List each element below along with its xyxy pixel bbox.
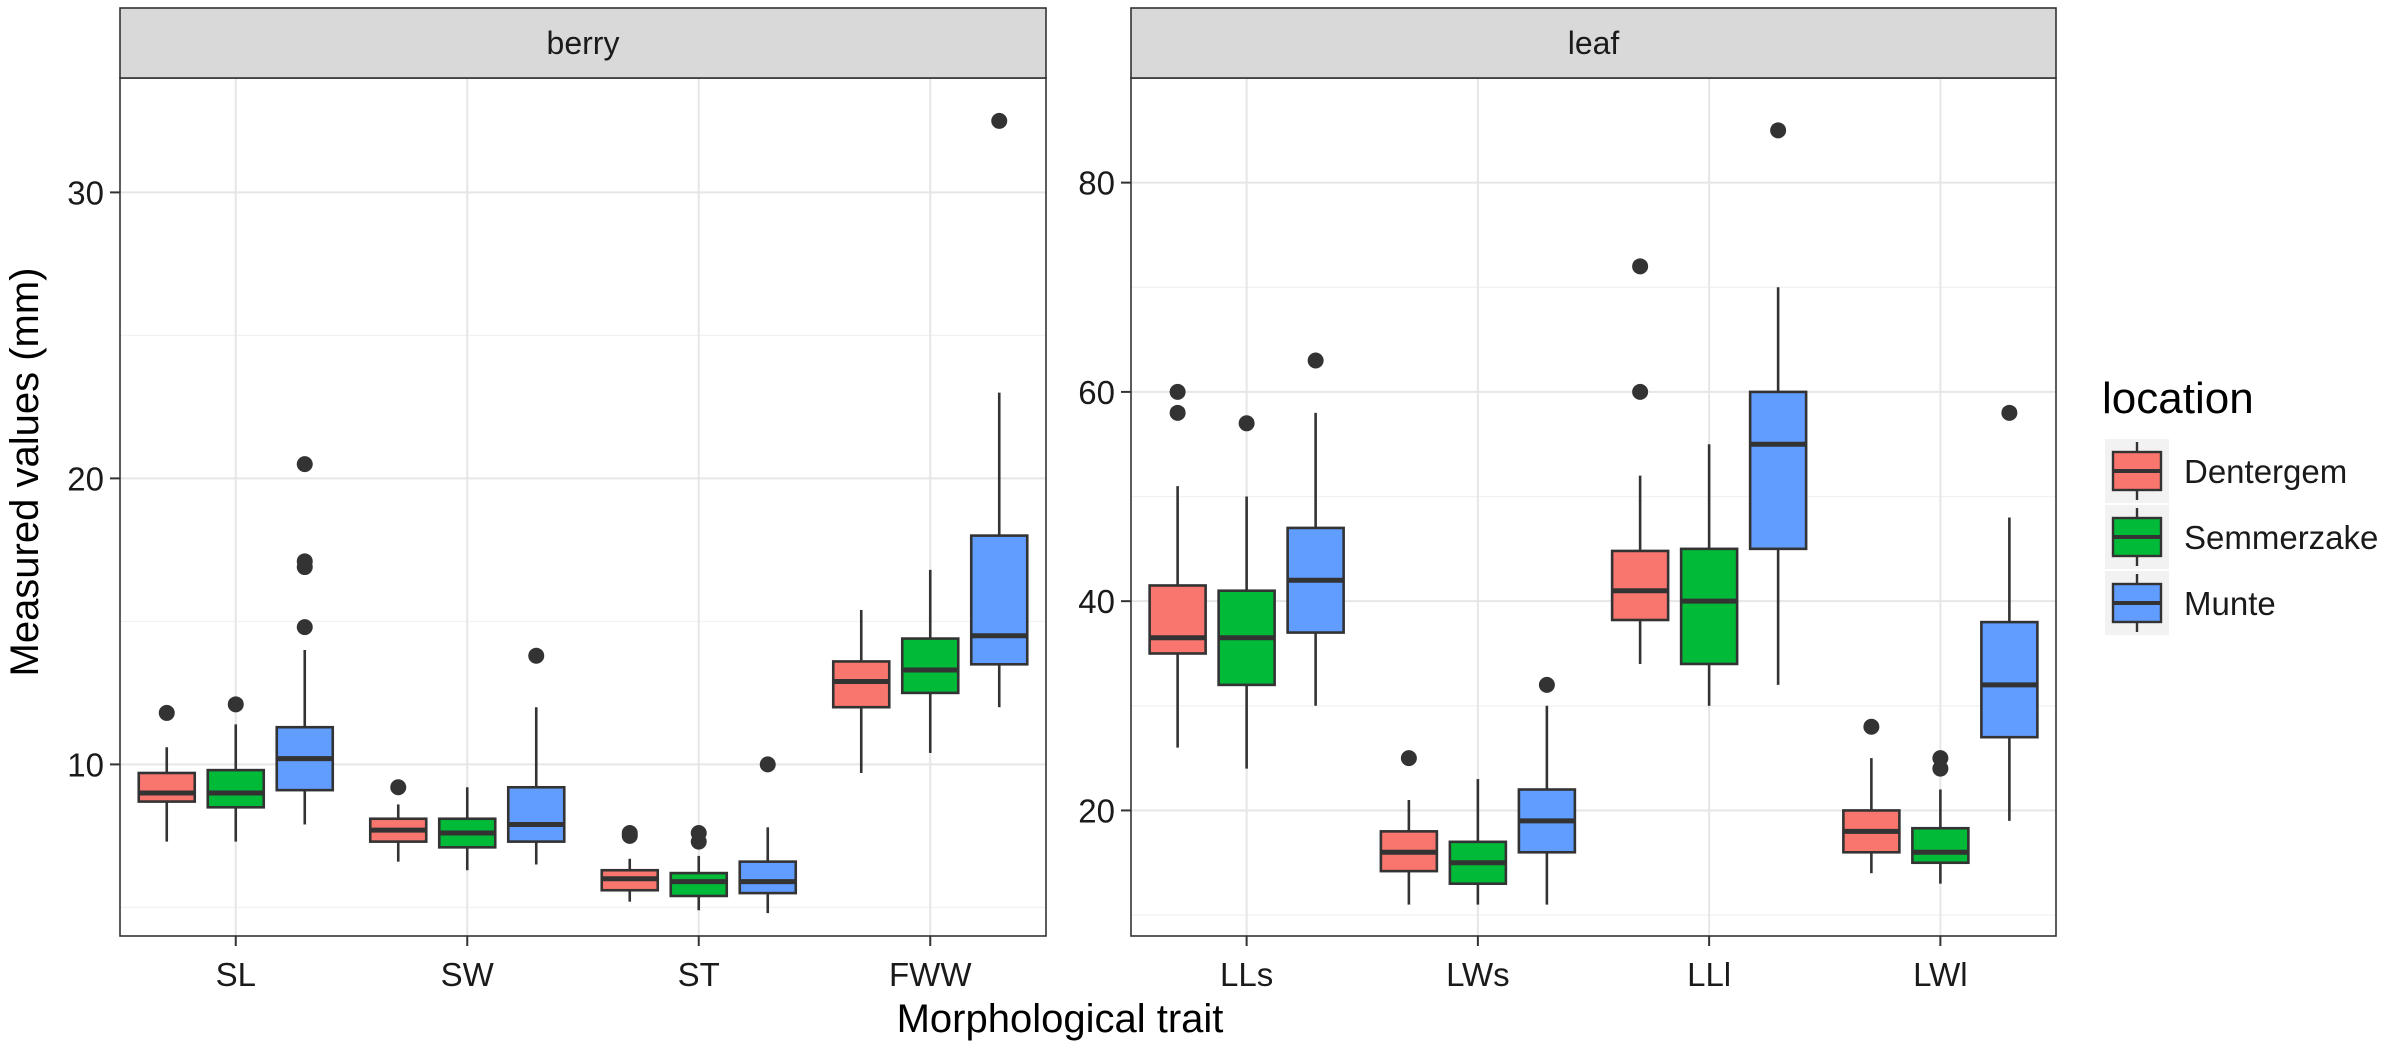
facet-leaf-y-tick-label: 60: [1078, 374, 1115, 411]
box-SW-munte-box: [506, 785, 566, 843]
x-axis-title: Morphological trait: [897, 997, 1224, 1041]
legend-label-dentergem: Dentergem: [2184, 453, 2347, 490]
facet-berry-y-tick-label: 20: [67, 460, 104, 497]
box-LLl-dentergem-box: [1610, 549, 1670, 622]
box-LWs-dentergem-outlier: [1400, 750, 1417, 767]
y-axis-title: Measured values (mm): [3, 267, 47, 676]
box-LWl-dentergem-outlier: [1863, 718, 1880, 735]
facet-berry-strip-label: berry: [547, 25, 620, 61]
box-LLs-dentergem-outlier: [1169, 383, 1186, 400]
box-LWl-semmerzake-outlier: [1932, 750, 1949, 767]
facet-leaf-strip-label: leaf: [1568, 25, 1620, 61]
facet-berry-y-tick-label: 30: [67, 174, 104, 211]
box-FWW-munte-box: [969, 534, 1029, 666]
facet-berry-panel-background: [120, 78, 1046, 936]
facet-berry-y-tick-label: 10: [67, 746, 104, 783]
legend-title: location: [2102, 374, 2254, 423]
box-LLl-dentergem-outlier: [1632, 383, 1649, 400]
facet-leaf-strip: [1130, 7, 2057, 79]
box-FWW-dentergem-box: [831, 660, 891, 709]
box-SL-dentergem-outlier: [158, 704, 175, 721]
x-tick-label-LWs: LWs: [1446, 956, 1510, 993]
box-ST-munte-outlier: [759, 756, 776, 773]
box-LLs-munte-outlier: [1307, 352, 1324, 369]
x-tick-label-FWW: FWW: [889, 956, 972, 993]
box-LWl-semmerzake-box: [1911, 826, 1970, 865]
box-ST-semmerzake-outlier: [690, 825, 707, 842]
box-LLs-semmerzake-outlier: [1238, 415, 1255, 432]
box-SW-dentergem-outlier: [390, 779, 407, 796]
box-ST-semmerzake-box: [669, 871, 729, 898]
box-SL-munte-outlier: [296, 619, 313, 636]
legend-label-munte: Munte: [2184, 585, 2276, 622]
x-tick-label-ST: ST: [678, 956, 720, 993]
box-ST-munte-box: [738, 860, 798, 895]
x-tick-label-SL: SL: [216, 956, 256, 993]
box-FWW-munte-outlier: [991, 112, 1008, 129]
facet-leaf-y-tick-label: 20: [1078, 792, 1115, 829]
box-SL-semmerzake-outlier: [227, 696, 244, 713]
facet-berry-strip: [119, 7, 1047, 79]
x-tick-label-SW: SW: [441, 956, 495, 993]
facet-leaf-y-tick-label: 80: [1078, 165, 1115, 202]
legend-label-semmerzake: Semmerzake: [2184, 519, 2378, 556]
x-tick-label-LLs: LLs: [1220, 956, 1273, 993]
box-SL-munte-outlier: [296, 456, 313, 473]
box-LLl-munte-outlier: [1770, 122, 1787, 139]
box-LLl-munte-box: [1748, 390, 1808, 551]
box-LWl-munte-box: [1980, 620, 2039, 739]
box-LLl-dentergem-outlier: [1632, 258, 1649, 275]
box-LLs-dentergem-outlier: [1169, 404, 1186, 421]
facet-leaf-y-tick-label: 40: [1078, 583, 1115, 620]
box-LLs-dentergem-box: [1148, 584, 1207, 655]
facet-leaf-panel-background: [1131, 78, 2056, 936]
box-SL-dentergem-box: [137, 771, 197, 803]
box-LWs-munte-outlier: [1538, 676, 1555, 693]
box-SL-semmerzake-box: [206, 768, 266, 809]
x-tick-label-LLl: LLl: [1687, 956, 1731, 993]
box-LLl-semmerzake-box: [1679, 547, 1739, 666]
box-LWl-munte-outlier: [2001, 404, 2018, 421]
box-ST-dentergem-outlier: [621, 825, 638, 842]
box-SL-munte-outlier: [296, 553, 313, 570]
box-SW-munte-outlier: [528, 647, 545, 664]
box-FWW-semmerzake-box: [900, 637, 960, 695]
x-tick-label-LWl: LWl: [1913, 956, 1967, 993]
